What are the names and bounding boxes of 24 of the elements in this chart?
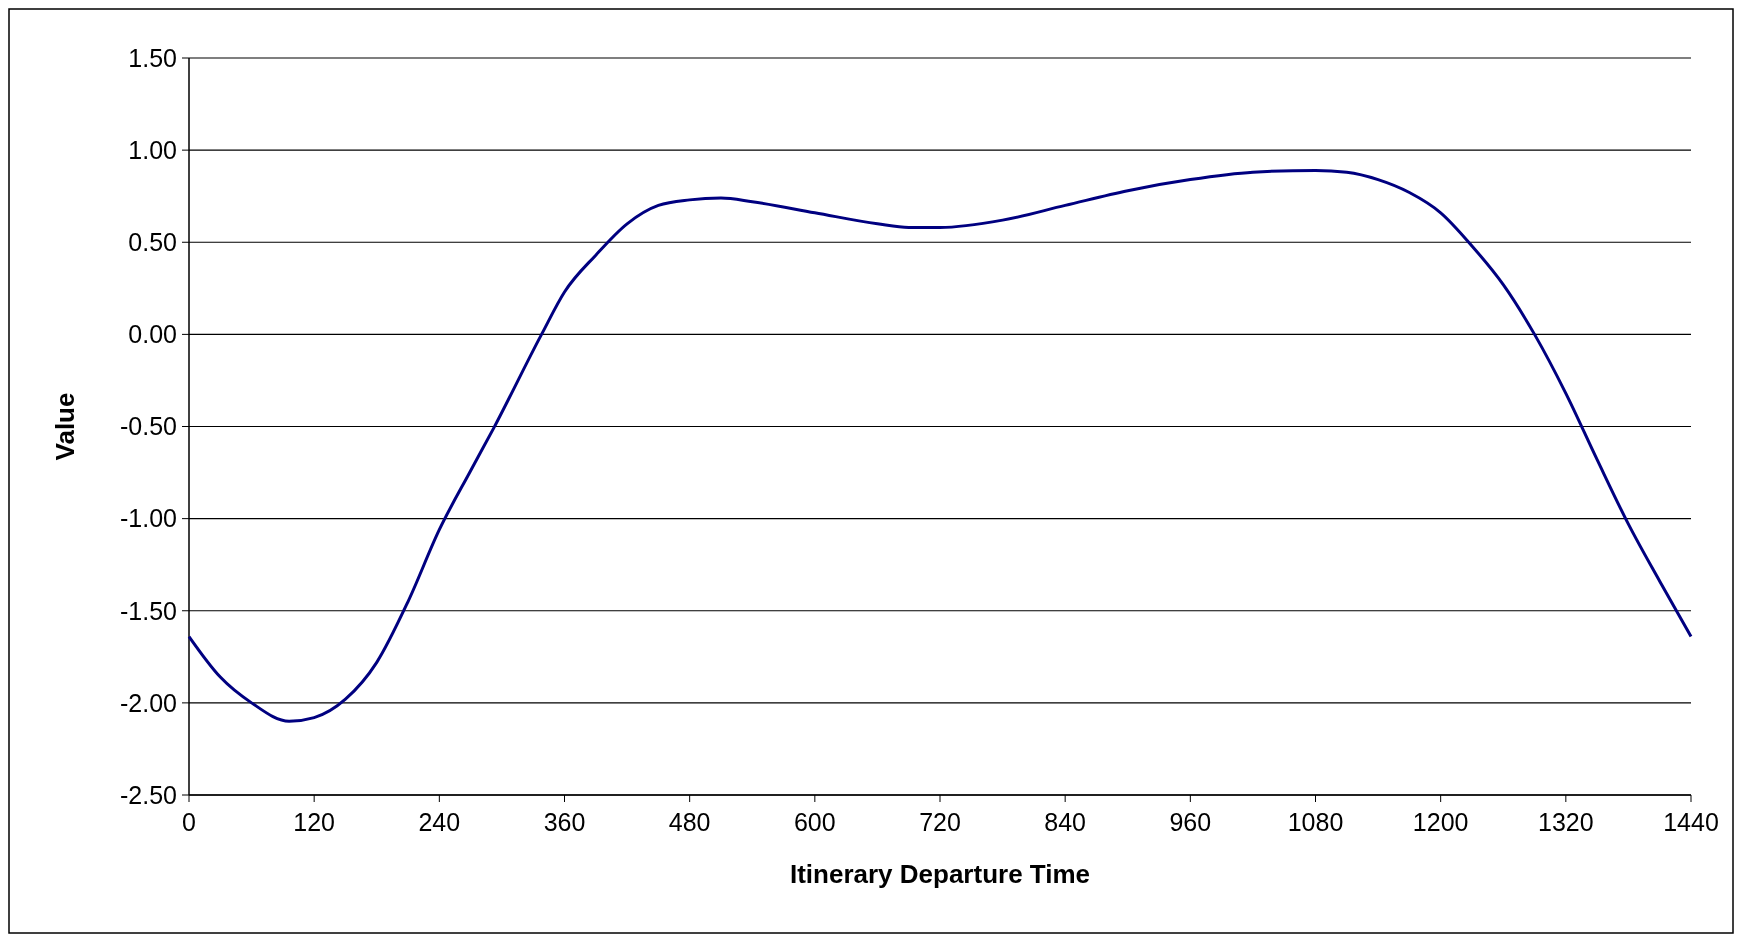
y-tick-label: 0.50 [128,228,177,256]
y-tick-label: 1.50 [128,43,177,72]
y-tick-label: -1.00 [120,504,177,533]
x-tick-label: 360 [543,808,586,836]
y-axis-title: Value [50,392,80,461]
x-axis-title: Itinerary Departure Time [789,859,1091,889]
x-tick-label: 120 [293,808,336,836]
y-tick-label: 1.00 [128,135,177,164]
y-tick-label: -0.50 [120,412,177,441]
x-tick-label: 1440 [1663,808,1719,836]
x-tick-label: 0 [182,808,196,836]
x-tick-label: 840 [1044,808,1087,836]
y-tick-label: 0.00 [128,320,177,349]
x-tick-label: 1320 [1538,808,1594,836]
y-tick-label: -2.50 [120,780,177,809]
y-tick-label: -1.50 [120,596,177,625]
x-tick-label: 240 [418,808,461,836]
x-tick-label: 480 [668,808,711,836]
x-tick-label: 960 [1169,808,1212,836]
x-tick-label: 1080 [1287,808,1344,836]
x-tick-label: 600 [793,808,836,836]
x-tick-label: 1200 [1412,808,1469,836]
x-tick-label: 720 [919,808,961,836]
y-tick-label: -2.00 [120,688,177,717]
